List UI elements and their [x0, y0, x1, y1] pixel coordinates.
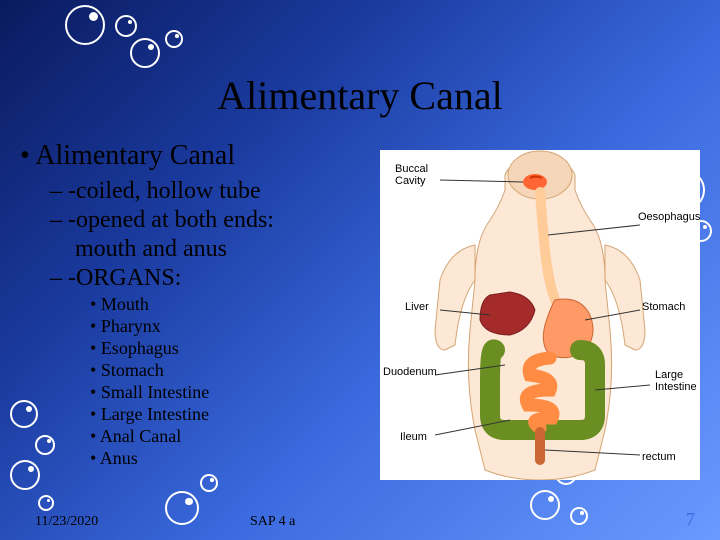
bubble-decoration — [65, 5, 105, 45]
diagram-label-rectum: rectum — [642, 451, 676, 463]
sub-bullet: -ORGANS: — [50, 265, 274, 292]
organ-item: Anus — [90, 448, 274, 469]
footer-date: 11/23/2020 — [35, 514, 98, 530]
diagram-label-liver: Liver — [405, 301, 429, 313]
organ-item: Anal Canal — [90, 426, 274, 447]
diagram-label-large2: Intestine — [655, 381, 697, 393]
sub-bullet-cont: mouth and anus — [75, 236, 274, 263]
bullet-main: Alimentary Canal — [20, 140, 274, 172]
bubble-decoration — [200, 474, 218, 492]
diagram-label-buccal2: Cavity — [395, 175, 426, 187]
sub-bullet: -coiled, hollow tube — [50, 178, 274, 205]
bubble-decoration — [165, 491, 199, 525]
bubble-decoration — [130, 38, 160, 68]
organ-item: Large Intestine — [90, 404, 274, 425]
diagram-label-large1: Large — [655, 369, 683, 381]
anatomy-diagram: Buccal Cavity Oesophagus Liver Stomach D… — [380, 150, 700, 480]
diagram-label-buccal: Buccal — [395, 163, 428, 175]
footer-page-number: 7 — [686, 509, 695, 530]
organ-item: Small Intestine — [90, 382, 274, 403]
diagram-label-ileum: Ileum — [400, 431, 427, 443]
bubble-decoration — [530, 490, 560, 520]
bubble-decoration — [165, 30, 183, 48]
diagram-label-oesophagus: Oesophagus — [638, 211, 700, 223]
bubble-decoration — [115, 15, 137, 37]
sub-bullet: -opened at both ends: — [50, 207, 274, 234]
organ-item: Esophagus — [90, 338, 274, 359]
organ-item: Mouth — [90, 294, 274, 315]
content-area: Alimentary Canal -coiled, hollow tube -o… — [20, 140, 274, 470]
diagram-label-duodenum: Duodenum — [383, 366, 437, 378]
organ-item: Pharynx — [90, 316, 274, 337]
diagram-label-stomach: Stomach — [642, 301, 685, 313]
organ-item: Stomach — [90, 360, 274, 381]
bubble-decoration — [570, 507, 588, 525]
footer-center: SAP 4 a — [250, 514, 295, 530]
arm-right — [605, 245, 645, 350]
slide-title: Alimentary Canal — [0, 72, 720, 119]
bubble-decoration — [38, 495, 54, 511]
arm-left — [435, 245, 475, 350]
